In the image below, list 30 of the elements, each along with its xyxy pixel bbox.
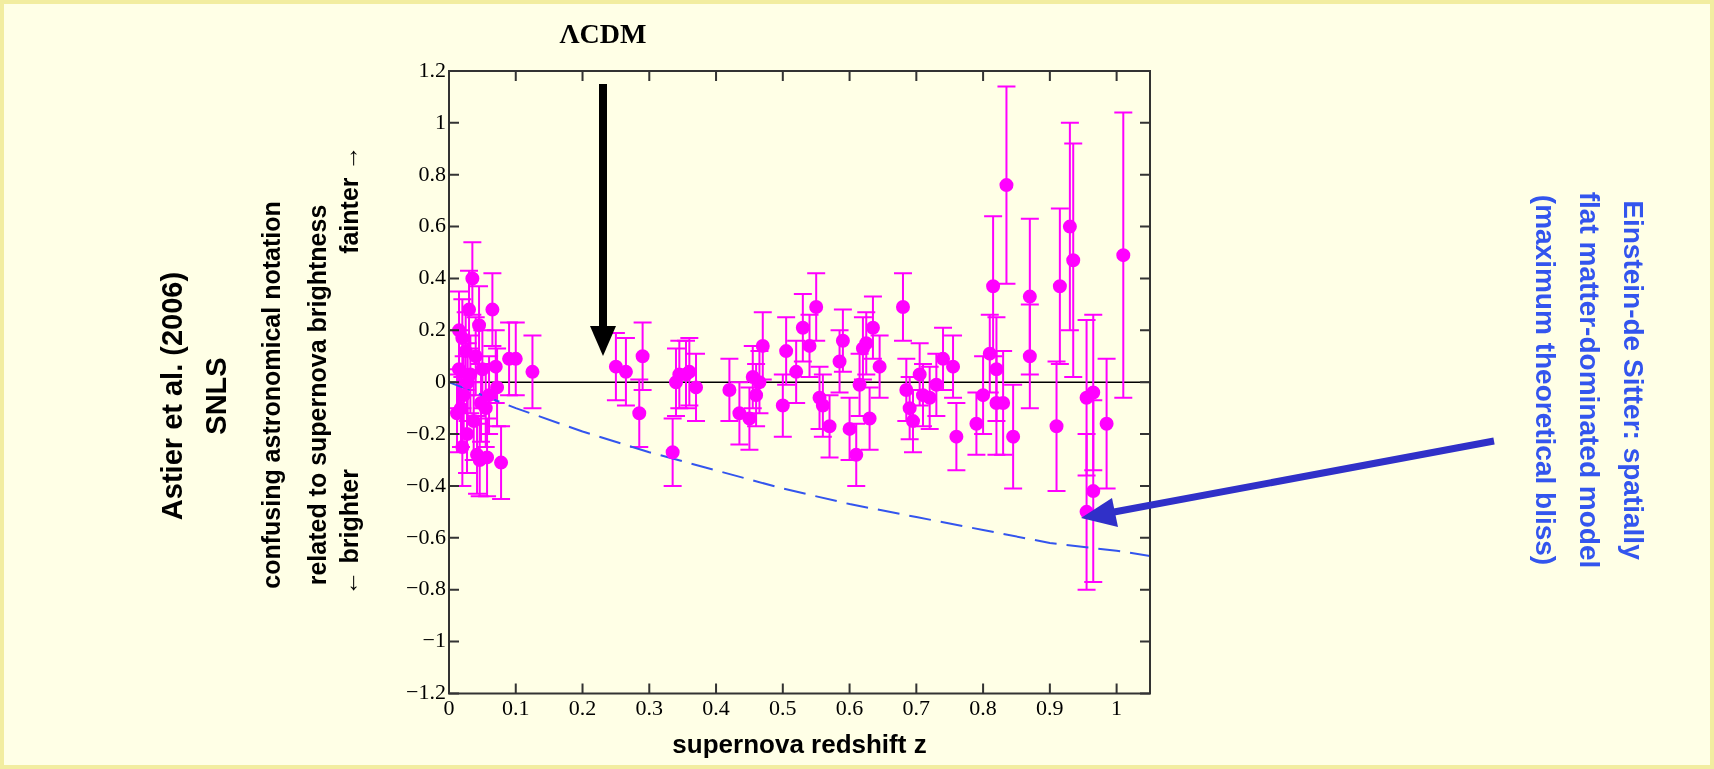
text: SNLS [200, 357, 232, 435]
y-tick-label: −1 [422, 627, 446, 653]
y-tick-label: −0.4 [406, 471, 446, 497]
x-tick-label: 0.1 [502, 695, 530, 721]
ref-line-label: ΛCDM [558, 18, 648, 50]
text: ← brighter [334, 469, 364, 596]
y-tick-label: 0.6 [418, 212, 446, 238]
y-tick-label: 0 [435, 367, 446, 393]
text: fainter → [334, 145, 364, 254]
y-axis-title: confusing astronomical notation related to supernova brightness [257, 201, 331, 589]
x-tick-label: 0.3 [635, 695, 664, 721]
x-tick-label: 0.6 [835, 695, 864, 721]
y-tick-label: −0.8 [406, 575, 446, 601]
text: Einstein-de Sitter: spatially flat matter-dominated model (maximum theoretical bliss) [1529, 190, 1650, 571]
y-tick-label: 1 [435, 108, 446, 134]
y-tick-label: 0.2 [418, 316, 446, 342]
y-tick-label: −0.2 [406, 419, 446, 445]
x-tick-label: 0.4 [702, 695, 730, 721]
x-tick-label: 0.5 [769, 695, 797, 721]
x-tick-label: 1 [1111, 695, 1123, 721]
y-tick-label: 0.4 [418, 264, 446, 290]
x-tick-label: 0.8 [969, 695, 997, 721]
y-tick-label: −0.6 [406, 523, 446, 549]
y-tick-label: 1.2 [418, 56, 446, 82]
y-tick-label: 0.8 [418, 160, 446, 186]
x-tick-label: 0.2 [568, 695, 597, 721]
x-tick-label: 0.7 [902, 695, 931, 721]
x-tick-label: 0.9 [1036, 695, 1064, 721]
text: Astier et al. (2006) [156, 271, 188, 521]
x-axis-title: supernova redshift z [672, 728, 927, 759]
